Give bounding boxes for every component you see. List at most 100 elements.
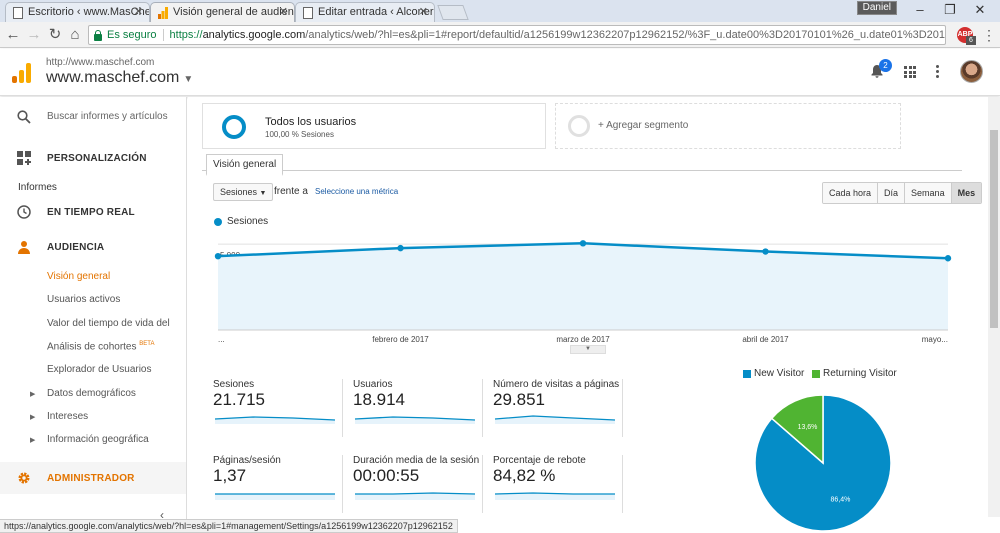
chevron-down-icon: ▼ xyxy=(183,74,194,85)
add-segment-button[interactable]: + Agregar segmento xyxy=(555,103,901,149)
divider xyxy=(162,29,164,42)
browser-toolbar: ← → ↻ ⌂ Es seguro https://analytics.googl… xyxy=(0,22,1000,48)
sidebar-item-admin[interactable]: ADMINISTRADOR xyxy=(0,462,186,494)
granularity-week[interactable]: Semana xyxy=(905,183,952,203)
x-tick-label: marzo de 2017 xyxy=(556,335,610,344)
sidebar-item-lifetime-value[interactable]: Valor del tiempo de vida del xyxy=(47,318,170,329)
back-icon[interactable]: ← xyxy=(5,26,21,43)
address-bar[interactable]: Es seguro https://analytics.google.com/an… xyxy=(88,25,946,45)
metric-value: 29.851 xyxy=(493,390,545,409)
new-tab-button[interactable] xyxy=(437,5,469,20)
browser-menu-icon[interactable]: ⋮ xyxy=(982,27,996,43)
metric-bounce-rate[interactable]: Porcentaje de rebote 84,82 % xyxy=(493,455,623,513)
window-close-icon[interactable]: ✕ xyxy=(974,2,986,17)
scrollbar-thumb[interactable] xyxy=(990,130,998,328)
browser-tab-active[interactable]: Visión general de audienc ✕ xyxy=(150,2,295,23)
status-url: https://analytics.google.com/analytics/w… xyxy=(0,519,458,533)
metric-users[interactable]: Usuarios 18.914 xyxy=(353,379,483,437)
dashboard-icon xyxy=(17,151,31,165)
url-path: /analytics/web/?hl=es&pli=1#report/defau… xyxy=(305,29,946,41)
sidebar-item-cohort-analysis[interactable]: Análisis de cohortes BETA xyxy=(47,341,155,352)
person-icon xyxy=(18,241,30,254)
chart-resize-handle[interactable]: ▼ xyxy=(570,345,606,354)
gear-icon xyxy=(18,472,30,484)
segment-all-users[interactable]: Todos los usuarios 100,00 % Sesiones xyxy=(202,103,546,149)
granularity-hourly[interactable]: Cada hora xyxy=(823,183,879,203)
close-icon[interactable]: ✕ xyxy=(133,6,143,18)
metric-label: Páginas/sesión xyxy=(213,455,281,466)
sidebar-item-user-explorer[interactable]: Explorador de Usuarios xyxy=(47,364,152,375)
page-icon xyxy=(303,7,313,19)
series-area-sessions xyxy=(218,243,948,330)
more-options-icon[interactable] xyxy=(936,65,940,79)
legend-label-sessions: Sesiones xyxy=(227,216,269,227)
metric-avg-session-duration[interactable]: Duración media de la sesión 00:00:55 xyxy=(353,455,483,513)
metric-value: 00:00:55 xyxy=(353,466,420,485)
metric-pages-per-session[interactable]: Páginas/sesión 1,37 xyxy=(213,455,343,513)
metric-sessions[interactable]: Sesiones 21.715 xyxy=(213,379,343,437)
notification-badge: 2 xyxy=(879,59,892,72)
sidebar-item-geo[interactable]: Información geográfica xyxy=(47,434,149,445)
sidebar-item-demographics[interactable]: Datos demográficos xyxy=(47,388,136,399)
sidebar-item-personalization[interactable]: PERSONALIZACIÓN xyxy=(47,153,147,164)
metric-label: Duración media de la sesión xyxy=(353,455,480,466)
pie-slice-label: 13,6% xyxy=(798,424,818,431)
expand-arrow-icon[interactable]: ▶ xyxy=(30,414,36,421)
legend-label-new-visitor[interactable]: New Visitor xyxy=(754,368,805,379)
legend-label-returning-visitor[interactable]: Returning Visitor xyxy=(823,368,897,379)
restore-icon[interactable]: ❐ xyxy=(944,2,956,17)
expand-arrow-icon[interactable]: ▶ xyxy=(30,437,36,444)
search-icon xyxy=(17,110,31,124)
sidebar-item-interests[interactable]: Intereses xyxy=(47,411,89,422)
forward-icon[interactable]: → xyxy=(26,26,42,43)
close-icon[interactable]: ✕ xyxy=(418,6,428,18)
browser-tab-title: Visión general de audienc xyxy=(173,6,295,18)
browser-tab-title: Editar entrada ‹ Alconero xyxy=(318,6,435,18)
browser-tab-strip: Escritorio ‹ www.MasChe ✕ Visión general… xyxy=(0,0,1000,23)
tab-overview[interactable]: Visión general xyxy=(206,154,284,176)
metric-value: 84,82 % xyxy=(493,466,556,485)
data-point xyxy=(944,255,952,262)
sparkline xyxy=(494,415,616,424)
data-point xyxy=(397,244,404,252)
analytics-logo-icon[interactable] xyxy=(12,63,32,83)
secure-label: Es seguro xyxy=(107,29,157,41)
extension-badge: 6 xyxy=(966,36,976,45)
collapse-sidebar-icon[interactable]: ‹ xyxy=(160,508,164,521)
granularity-month[interactable]: Mes xyxy=(951,183,982,203)
apps-grid-icon[interactable] xyxy=(904,66,916,78)
sidebar-item-audience[interactable]: AUDIENCIA xyxy=(47,242,105,253)
avatar[interactable] xyxy=(960,60,983,83)
url-scheme: https:// xyxy=(169,29,203,41)
metric-pageviews[interactable]: Número de visitas a páginas 29.851 xyxy=(493,379,623,437)
sidebar-item-active-users[interactable]: Usuarios activos xyxy=(47,294,121,305)
select-metric-link[interactable]: Seleccione una métrica xyxy=(315,187,399,196)
security-indicator[interactable]: Es seguro xyxy=(89,29,157,41)
home-icon[interactable]: ⌂ xyxy=(70,26,80,43)
profile-badge[interactable]: Daniel xyxy=(856,1,897,15)
sparkline xyxy=(214,416,336,424)
segment-name: Todos los usuarios xyxy=(265,116,357,128)
metric-label: Porcentaje de rebote xyxy=(493,455,586,466)
sidebar-item-overview[interactable]: Visión general xyxy=(47,271,111,282)
metric-label: Número de visitas a páginas xyxy=(493,379,620,390)
granularity-day[interactable]: Día xyxy=(878,183,906,203)
metric-select[interactable]: Sesiones ▼ xyxy=(213,183,274,201)
reload-icon[interactable]: ↻ xyxy=(48,26,62,43)
divider xyxy=(202,170,962,171)
sidebar-item-realtime[interactable]: EN TIEMPO REAL xyxy=(47,207,135,218)
analytics-icon xyxy=(158,7,168,19)
close-icon[interactable]: ✕ xyxy=(278,6,288,18)
browser-tab[interactable]: Editar entrada ‹ Alconero ✕ xyxy=(295,2,435,22)
data-point xyxy=(579,240,587,247)
report-search[interactable]: Buscar informes y artículos xyxy=(0,97,186,137)
metric-value: 21.715 xyxy=(213,390,265,409)
property-selector[interactable]: www.maschef.com ▼ xyxy=(46,69,193,87)
sidebar: Buscar informes y artículos PERSONALIZAC… xyxy=(0,97,187,521)
browser-tab[interactable]: Escritorio ‹ www.MasChe ✕ xyxy=(5,2,150,22)
expand-arrow-icon[interactable]: ▶ xyxy=(30,391,36,398)
minimize-icon[interactable]: – xyxy=(916,2,924,17)
legend-dot-sessions xyxy=(214,218,222,226)
pie-slice-label: 86,4% xyxy=(831,496,851,503)
